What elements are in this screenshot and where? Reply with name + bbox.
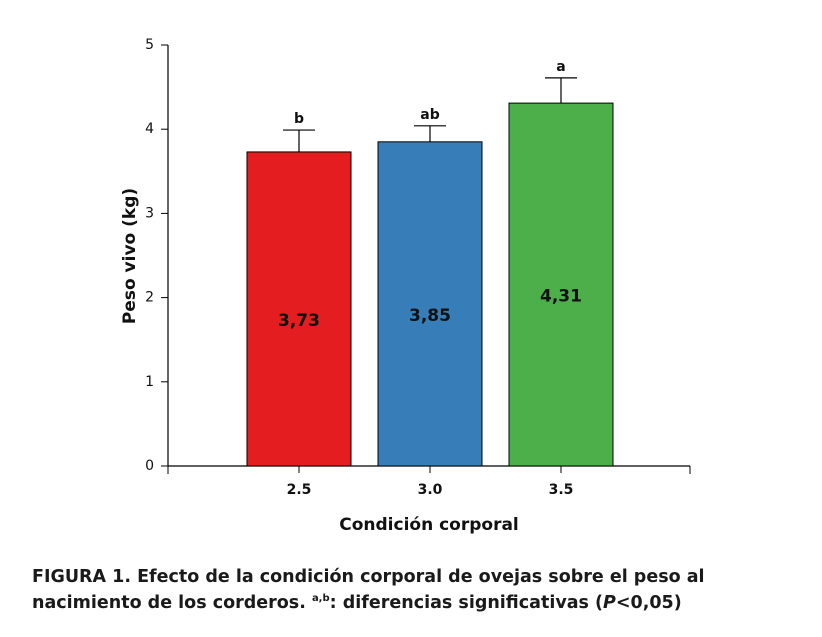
x-tick-label: 3.5 bbox=[549, 482, 574, 498]
value-label: 3,73 bbox=[278, 311, 320, 331]
x-tick-label: 2.5 bbox=[287, 482, 312, 498]
bar bbox=[508, 102, 614, 467]
caption: FIGURA 1. Efecto de la condición corpora… bbox=[32, 566, 812, 614]
caption-text: <0,05) bbox=[615, 592, 682, 613]
y-tick-label: 0 bbox=[145, 458, 154, 474]
bar bbox=[377, 141, 483, 467]
y-tick-label: 5 bbox=[145, 37, 154, 53]
y-tick-label: 1 bbox=[145, 374, 154, 390]
value-label: 3,85 bbox=[409, 306, 451, 326]
caption-text: FIGURA 1. Efecto de la condición corpora… bbox=[32, 567, 705, 613]
significance-label: ab bbox=[420, 107, 439, 123]
x-axis-label: Condición corporal bbox=[339, 515, 519, 535]
caption-italic: P bbox=[603, 592, 616, 613]
significance-label: b bbox=[294, 111, 304, 127]
y-tick-label: 4 bbox=[145, 121, 154, 137]
caption-sup: a,b bbox=[311, 593, 330, 604]
caption-text: : diferencias significativas ( bbox=[329, 592, 604, 613]
y-axis-label: Peso vivo (kg) bbox=[120, 188, 140, 324]
significance-label: a bbox=[556, 59, 565, 75]
bar bbox=[246, 151, 352, 467]
chart: Peso vivo (kg) Condición corporal 0 1 2 3 4 5… bbox=[120, 37, 691, 535]
y-tick-label: 2 bbox=[145, 290, 154, 306]
y-tick-label: 3 bbox=[145, 205, 154, 221]
value-label: 4,31 bbox=[540, 287, 582, 307]
x-tick-label: 3.0 bbox=[418, 482, 443, 498]
